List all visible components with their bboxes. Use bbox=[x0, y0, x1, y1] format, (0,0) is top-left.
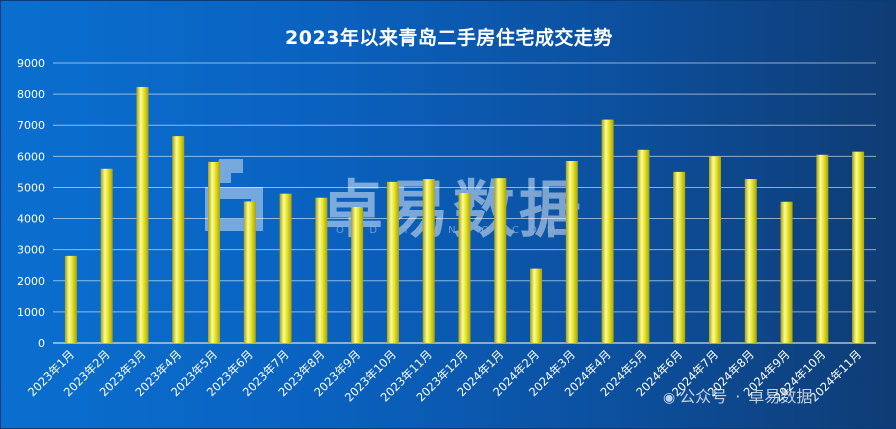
bar bbox=[279, 193, 292, 343]
bar bbox=[637, 149, 650, 343]
bar bbox=[780, 201, 793, 343]
bar bbox=[565, 161, 578, 343]
bar bbox=[136, 86, 149, 343]
bar bbox=[744, 179, 757, 343]
footer-watermark: ◉ 公众号 · 卓易数据 bbox=[663, 383, 812, 407]
bar bbox=[315, 197, 328, 343]
y-tick-label: 5000 bbox=[17, 181, 45, 194]
bar bbox=[208, 161, 221, 343]
bar bbox=[494, 178, 507, 343]
bar bbox=[422, 179, 435, 343]
y-tick-label: 9000 bbox=[17, 57, 45, 70]
bar bbox=[852, 151, 865, 343]
y-tick-label: 7000 bbox=[17, 119, 45, 132]
footer-separator: · bbox=[735, 387, 741, 406]
y-tick-label: 4000 bbox=[17, 213, 45, 226]
bar bbox=[243, 201, 256, 343]
y-tick-label: 0 bbox=[38, 337, 45, 350]
bar bbox=[172, 136, 185, 343]
bar bbox=[530, 268, 543, 343]
bar bbox=[708, 156, 721, 343]
bar bbox=[673, 171, 686, 343]
y-tick-label: 8000 bbox=[17, 88, 45, 101]
y-tick-label: 1000 bbox=[17, 306, 45, 319]
bar bbox=[386, 181, 399, 343]
y-tick-label: 6000 bbox=[17, 150, 45, 163]
bar bbox=[100, 168, 113, 343]
footer-account-label: 公众号 bbox=[679, 387, 728, 406]
bar bbox=[64, 255, 77, 343]
bar bbox=[601, 119, 614, 343]
bar bbox=[458, 193, 471, 343]
bar bbox=[351, 207, 364, 343]
chart-title: 2023年以来青岛二手房住宅成交走势 bbox=[285, 27, 613, 49]
y-tick-label: 2000 bbox=[17, 275, 45, 288]
wechat-icon: ◉ bbox=[663, 390, 676, 406]
footer-account-name: 卓易数据 bbox=[748, 387, 813, 406]
bar bbox=[816, 154, 829, 343]
y-tick-label: 3000 bbox=[17, 244, 45, 257]
